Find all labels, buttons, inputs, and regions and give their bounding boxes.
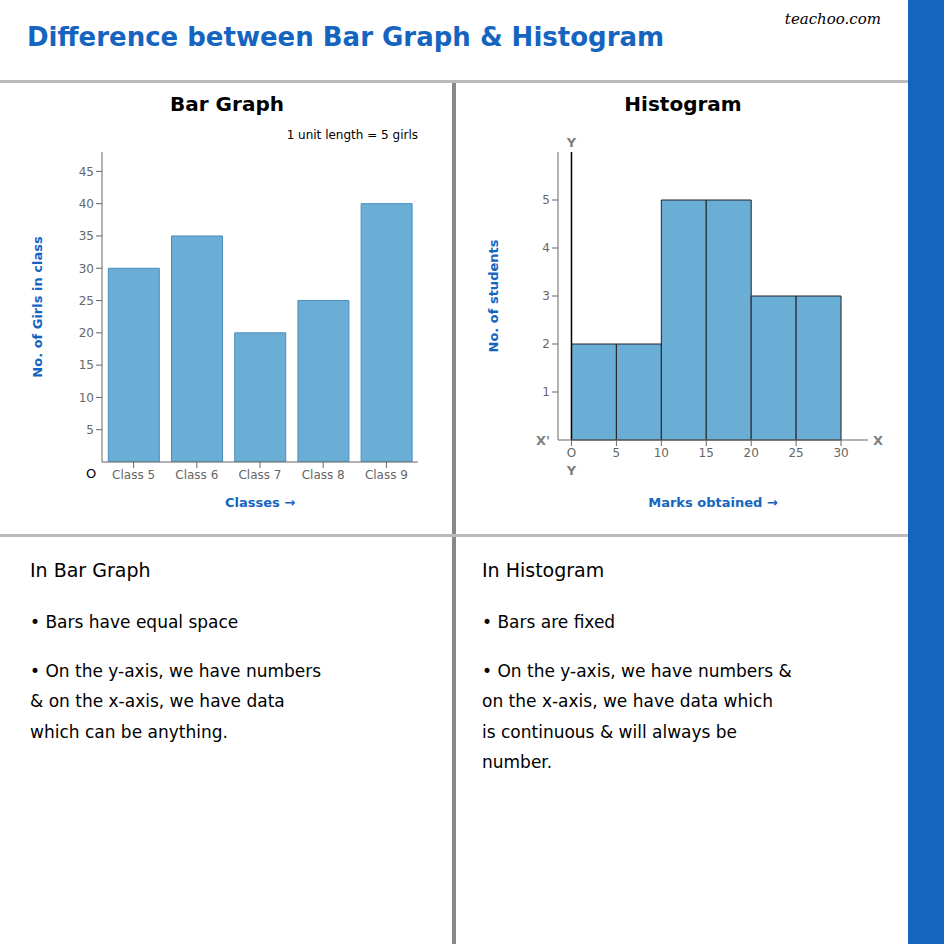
svg-text:Class 8: Class 8 bbox=[302, 468, 345, 482]
html-text:In Bar Graph: In Bar Graph bbox=[30, 559, 151, 581]
svg-text:X: X bbox=[873, 433, 883, 448]
svg-text:15: 15 bbox=[699, 446, 714, 460]
html-text:Difference between Bar Graph &: Difference between Bar Graph & Histogram bbox=[27, 22, 665, 52]
svg-text:5: 5 bbox=[542, 193, 550, 207]
svg-text:Class 6: Class 6 bbox=[175, 468, 218, 482]
svg-text:45: 45 bbox=[79, 165, 94, 179]
html-text:teachoo.com: teachoo.com bbox=[784, 10, 881, 28]
svg-text:3: 3 bbox=[542, 289, 550, 303]
svg-text:25: 25 bbox=[79, 294, 94, 308]
html-text:Bar Graph: Bar Graph bbox=[170, 92, 284, 116]
html-text:• On the y-axis, we have numbe: • On the y-axis, we have numbers & on th… bbox=[482, 660, 792, 773]
svg-text:10: 10 bbox=[654, 446, 669, 460]
svg-text:Class 7: Class 7 bbox=[238, 468, 281, 482]
svg-text:No. of students: No. of students bbox=[486, 239, 501, 352]
svg-text:1: 1 bbox=[542, 385, 550, 399]
svg-text:40: 40 bbox=[79, 197, 94, 211]
svg-text:15: 15 bbox=[79, 358, 94, 372]
svg-text:30: 30 bbox=[833, 446, 848, 460]
svg-text:30: 30 bbox=[79, 262, 94, 276]
html-text:Histogram: Histogram bbox=[624, 92, 742, 116]
html-text:In Histogram: In Histogram bbox=[482, 559, 605, 581]
svg-text:35: 35 bbox=[79, 229, 94, 243]
svg-text:Classes →: Classes → bbox=[225, 495, 295, 510]
svg-text:O: O bbox=[567, 446, 576, 460]
svg-text:25: 25 bbox=[788, 446, 803, 460]
svg-text:Class 5: Class 5 bbox=[112, 468, 155, 482]
svg-text:10: 10 bbox=[79, 391, 94, 405]
html-text:• Bars are fixed: • Bars are fixed bbox=[482, 612, 616, 632]
svg-text:Marks obtained →: Marks obtained → bbox=[648, 495, 778, 510]
html-text:• On the y-axis, we have numbe: • On the y-axis, we have numbers & on th… bbox=[30, 660, 322, 742]
svg-text:Y: Y bbox=[566, 135, 577, 150]
svg-text:5: 5 bbox=[613, 446, 621, 460]
svg-text:X': X' bbox=[536, 433, 550, 448]
svg-text:4: 4 bbox=[542, 241, 550, 255]
svg-text:20: 20 bbox=[744, 446, 759, 460]
svg-text:2: 2 bbox=[542, 337, 550, 351]
svg-text:No. of Girls in class: No. of Girls in class bbox=[30, 236, 45, 378]
html-text:O: O bbox=[86, 466, 97, 481]
html-text:• Bars have equal space: • Bars have equal space bbox=[30, 612, 239, 632]
svg-text:Class 9: Class 9 bbox=[365, 468, 408, 482]
svg-text:Y: Y bbox=[566, 463, 577, 478]
svg-text:20: 20 bbox=[79, 326, 94, 340]
html-text:1 unit length = 5 girls: 1 unit length = 5 girls bbox=[286, 128, 418, 142]
svg-text:5: 5 bbox=[86, 423, 94, 437]
